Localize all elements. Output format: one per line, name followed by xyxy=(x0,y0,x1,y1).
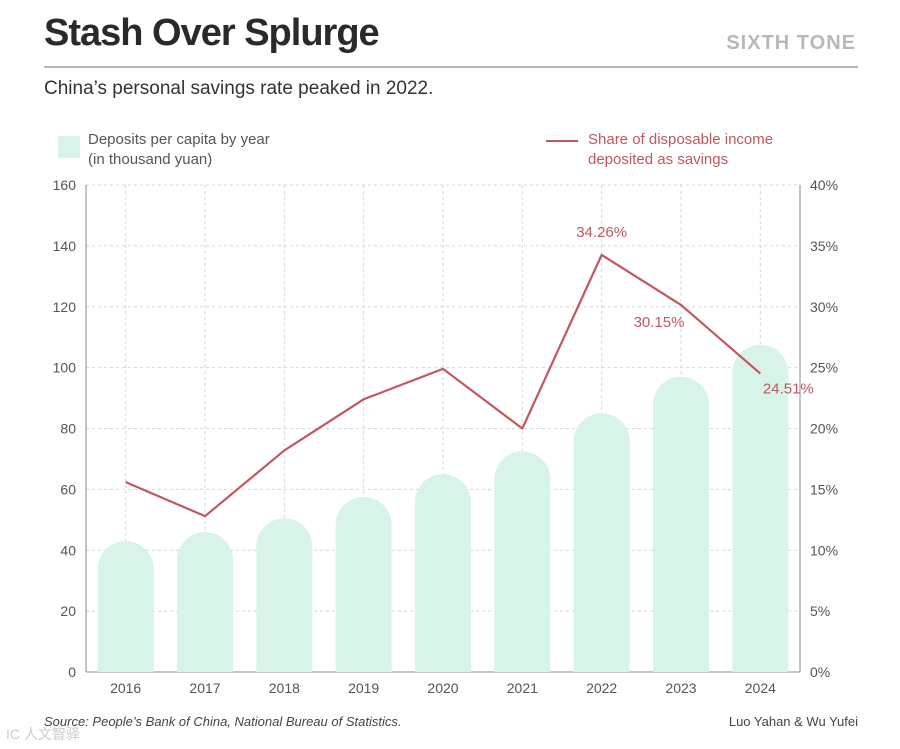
source-note: Source: People’s Bank of China, National… xyxy=(44,714,402,729)
x-tick-label: 2023 xyxy=(665,680,696,696)
y-left-tick-label: 20 xyxy=(60,603,76,619)
line-data-label: 30.15% xyxy=(634,314,685,331)
y-left-tick-label: 80 xyxy=(60,421,76,437)
deposit-bar xyxy=(335,496,392,672)
deposit-bar xyxy=(256,518,313,672)
y-right-tick-label: 5% xyxy=(810,603,830,619)
y-right-tick-label: 35% xyxy=(810,238,838,254)
x-tick-label: 2018 xyxy=(269,680,300,696)
header-divider xyxy=(44,66,858,68)
x-tick-label: 2020 xyxy=(427,680,458,696)
savings-rate-line xyxy=(125,253,762,518)
watermark: IC 人文智驿 xyxy=(6,726,80,742)
legend-bar-swatch xyxy=(58,136,80,158)
y-right-tick-label: 10% xyxy=(810,542,838,558)
deposit-bar xyxy=(177,531,234,672)
y-left-tick-label: 60 xyxy=(60,481,76,497)
x-tick-label: 2022 xyxy=(586,680,617,696)
deposit-bar xyxy=(494,451,551,672)
y-left-tick-label: 100 xyxy=(53,360,77,376)
legend-bar-label: Deposits per capita by year (in thousand… xyxy=(88,130,328,170)
deposit-bar xyxy=(573,413,630,672)
legend-line-label-line1: Share of disposable income xyxy=(588,131,774,148)
legend-bar-label-line1: Deposits per capita by year xyxy=(88,131,270,148)
y-left-tick-label: 120 xyxy=(53,299,77,315)
brand-logo: SIXTH TONE xyxy=(726,32,856,54)
legend-line-label: Share of disposable income deposited as … xyxy=(588,130,828,170)
line-data-label: 34.26% xyxy=(576,224,627,241)
y-left-tick-label: 40 xyxy=(60,542,76,558)
y-right-tick-label: 20% xyxy=(810,421,838,437)
y-right-tick-label: 40% xyxy=(810,177,838,193)
deposit-bar xyxy=(97,541,154,672)
x-tick-label: 2017 xyxy=(189,680,220,696)
y-left-tick-label: 140 xyxy=(53,238,77,254)
legend-bar-label-line2: (in thousand yuan) xyxy=(88,151,213,168)
deposit-bar xyxy=(732,344,789,672)
author-credit: Luo Yahan & Wu Yufei xyxy=(728,714,858,729)
chart-subtitle: China’s personal savings rate peaked in … xyxy=(44,78,434,99)
y-right-tick-label: 0% xyxy=(810,664,830,680)
line-data-label: 24.51% xyxy=(763,381,814,398)
deposit-bar xyxy=(415,474,472,672)
y-right-tick-label: 15% xyxy=(810,481,838,497)
x-tick-label: 2021 xyxy=(507,680,538,696)
y-left-tick-label: 160 xyxy=(53,177,77,193)
legend-line-swatch xyxy=(546,140,578,142)
x-tick-label: 2016 xyxy=(110,680,141,696)
deposit-bar xyxy=(653,376,709,672)
x-tick-label: 2019 xyxy=(348,680,379,696)
y-left-tick-label: 0 xyxy=(68,664,76,680)
x-tick-label: 2024 xyxy=(745,680,776,696)
legend-line-label-line2: deposited as savings xyxy=(588,151,729,168)
y-right-tick-label: 30% xyxy=(810,299,838,315)
chart-title: Stash Over Splurge xyxy=(44,12,380,54)
y-right-tick-label: 25% xyxy=(810,360,838,376)
